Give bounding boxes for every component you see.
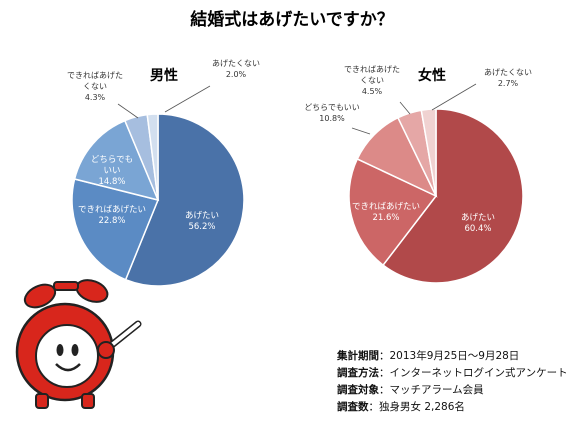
clock-bell-right xyxy=(75,279,109,303)
label-leader-line xyxy=(431,83,477,111)
survey-info-value: インターネットログイン式アンケート xyxy=(389,367,568,379)
label-leader-line xyxy=(351,127,371,135)
pie-slice xyxy=(73,119,160,202)
slice-data-label: あげたくない 2.0% xyxy=(212,59,260,79)
pie-slice xyxy=(124,113,245,287)
smile xyxy=(55,363,81,372)
clock-leg-right xyxy=(81,393,95,409)
slice-data-label: どちらでもいい 10.8% xyxy=(304,103,360,123)
survey-info-key: 集計期間 xyxy=(337,350,379,362)
survey-info-row: 集計期間：2013年9月25日～9月28日 xyxy=(337,350,520,362)
slice-data-label: できればあげたくない 4.3% xyxy=(67,71,123,102)
pie-chart-female: あげたい 60.4% できればあげたい 21.6% どちらでもいい 10.8% できればあげ… xyxy=(304,65,532,284)
survey-info-key: 調査方法 xyxy=(337,367,379,379)
chart-title: 結婚式はあげたいですか？ xyxy=(190,9,394,30)
survey-info-row: 調査対象：マッチアラーム会員 xyxy=(337,384,484,396)
slice-data-label: できればあげたくない 4.5% xyxy=(344,65,400,96)
slice-data-label: どちらでもいい 14.8% xyxy=(91,155,133,187)
slice-data-label: できればあげたい 21.6% xyxy=(352,202,420,223)
slice-data-label: あげたい 60.4% xyxy=(461,213,495,234)
label-leader-line xyxy=(164,85,211,113)
survey-info-row: 調査方法：インターネットログイン式アンケート xyxy=(337,367,568,379)
clock-top-handle xyxy=(53,281,79,291)
survey-info: 集計期間：2013年9月25日～9月28日 調査方法：インターネットログイン式ア… xyxy=(337,348,568,416)
label-leader-line xyxy=(117,103,139,119)
survey-info-value: 2013年9月25日～9月28日 xyxy=(389,350,520,362)
pie-slice xyxy=(348,157,438,267)
slice-data-label: できればあげたい 22.8% xyxy=(78,205,146,226)
eye-right xyxy=(71,344,79,356)
pie-title-female: 女性 xyxy=(418,67,446,84)
survey-info-value: マッチアラーム会員 xyxy=(389,384,484,396)
slice-data-label: あげたい 56.2% xyxy=(185,211,219,232)
pie-slice xyxy=(382,108,524,284)
pie-chart-male: あげたい 56.2% できればあげたい 22.8% どちらでもいい 14.8% できればあげ… xyxy=(67,59,260,287)
survey-info-row: 調査数：独身男女 2,286名 xyxy=(337,401,465,413)
pie-slice xyxy=(420,108,437,197)
pointer-arm-fill xyxy=(106,322,140,350)
clock-leg-left xyxy=(35,393,49,409)
survey-info-key: 調査対象 xyxy=(337,384,379,396)
pie-slice xyxy=(146,113,159,201)
alarm-clock-mascot xyxy=(15,279,142,409)
eye-left xyxy=(56,344,64,356)
survey-info-key: 調査数 xyxy=(337,401,369,413)
pointer-hand xyxy=(97,341,115,359)
pie-title-male: 男性 xyxy=(150,67,178,84)
pie-slice xyxy=(71,178,160,281)
slice-data-label: あげたくない 2.7% xyxy=(484,68,532,88)
clock-face xyxy=(35,324,99,388)
label-leader-line xyxy=(399,101,411,115)
survey-info-value: 独身男女 2,286名 xyxy=(379,401,465,413)
